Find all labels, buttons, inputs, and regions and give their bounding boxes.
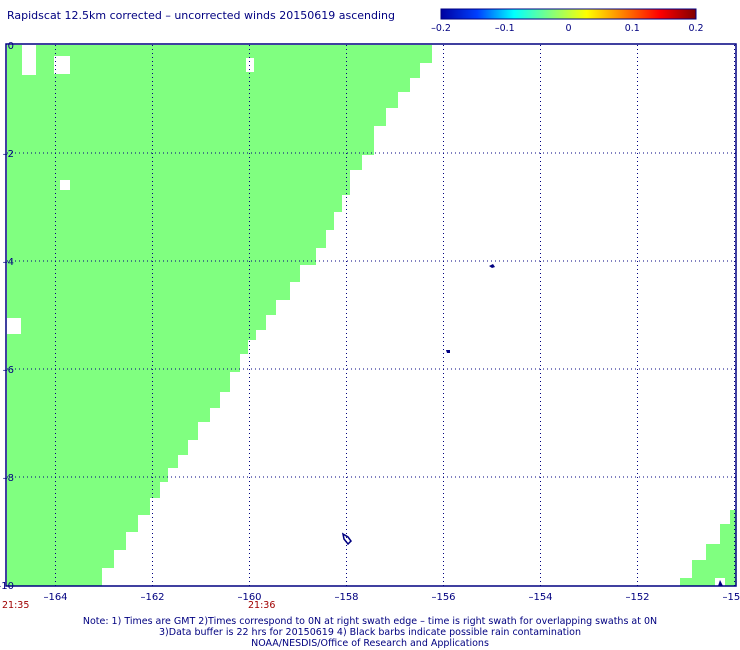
lon-tick-label: –158 <box>334 592 358 603</box>
footnote-line-2: 3)Data buffer is 22 hrs for 20150619 4) … <box>159 627 581 638</box>
data-gap <box>22 45 36 75</box>
lon-tick-label: –152 <box>625 592 649 603</box>
swath-main <box>7 45 432 586</box>
color-bar: –0.2 –0.1 0 0.1 0.2 <box>431 8 704 34</box>
lat-tick-label: –8 <box>3 473 14 484</box>
wind-barb <box>341 532 352 546</box>
color-bar-tick-label: 0 <box>565 23 571 34</box>
lon-tick-label: –150 <box>722 592 740 603</box>
map-frame <box>5 43 737 587</box>
color-bar-tick-label: 0.2 <box>688 23 703 34</box>
color-bar-fill <box>440 8 697 20</box>
lat-tick-label: –10 <box>0 581 14 592</box>
lon-tick-label: –156 <box>431 592 455 603</box>
lat-tick-label: –6 <box>3 365 14 376</box>
data-gap <box>7 318 21 334</box>
wind-barb <box>489 264 495 268</box>
lat-tick-label: –2 <box>3 149 14 160</box>
color-bar-tick-label: –0.1 <box>495 23 515 34</box>
lon-tick-label: –162 <box>140 592 164 603</box>
wind-barb <box>718 580 723 586</box>
color-bar-tick-label: 0.1 <box>625 23 640 34</box>
footnote-line-3: NOAA/NESDIS/Office of Research and Appli… <box>251 638 489 649</box>
swath-corner <box>680 510 736 586</box>
wind-barb <box>446 350 450 353</box>
time-label-1: 21:36 <box>248 600 276 611</box>
footnote-line-1: Note: 1) Times are GMT 2)Times correspon… <box>82 616 658 627</box>
grid-lines <box>7 45 736 586</box>
data-gap <box>54 56 70 74</box>
data-gap <box>60 180 70 190</box>
swath-region <box>7 45 736 588</box>
lat-tick-label: –4 <box>3 257 14 268</box>
wind-features <box>341 264 723 586</box>
lon-tick-label: –164 <box>43 592 67 603</box>
lon-tick-label: –160 <box>237 592 261 603</box>
lat-tick-label: 0 <box>8 41 14 52</box>
time-label-0: 21:35 <box>2 600 30 611</box>
color-bar-tick-label: –0.2 <box>431 23 451 34</box>
figure-title: Rapidscat 12.5km corrected – uncorrected… <box>7 9 396 22</box>
lon-tick-label: –154 <box>528 592 552 603</box>
